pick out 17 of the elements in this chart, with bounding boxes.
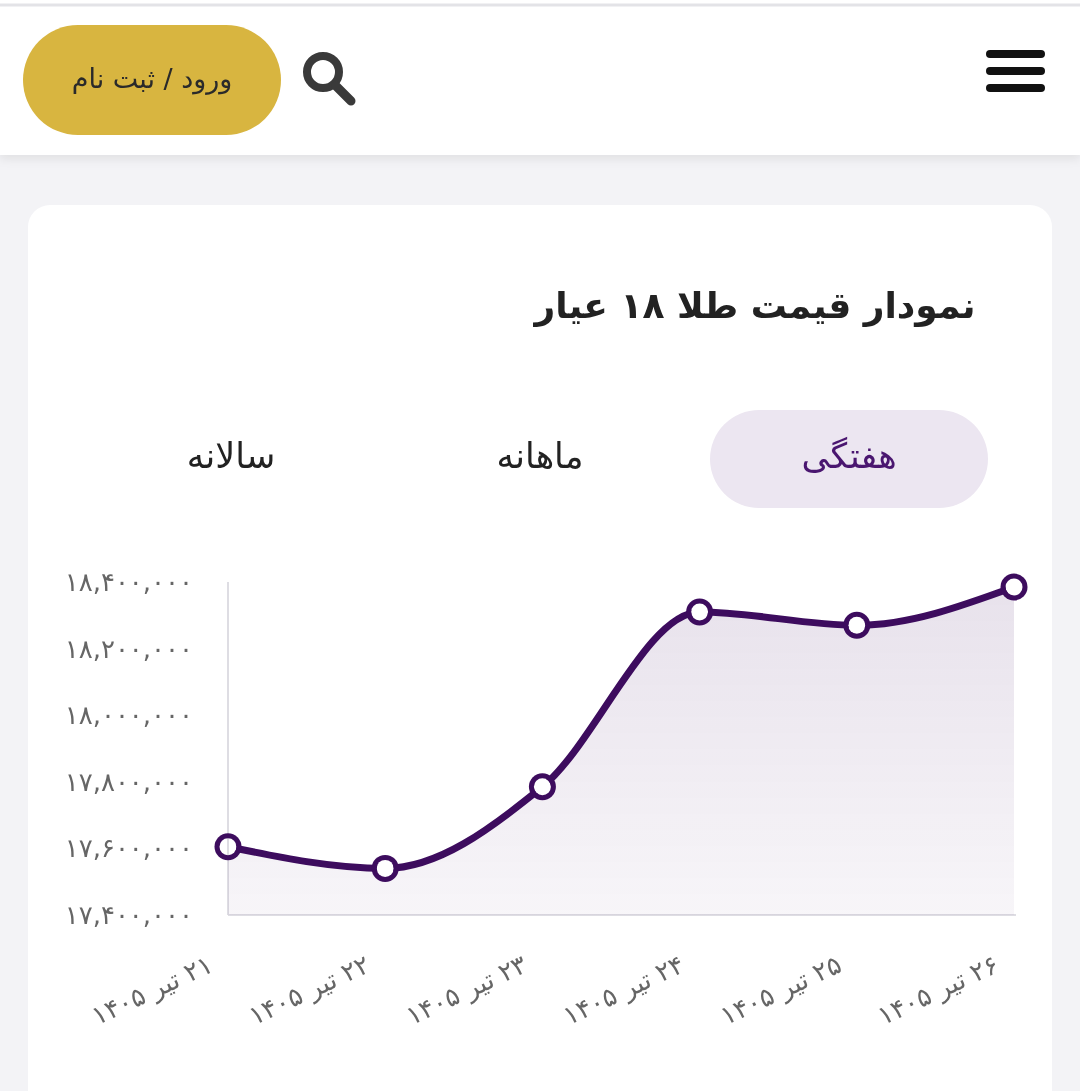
y-tick-label: ۱۷,۶۰۰,۰۰۰ <box>64 833 193 864</box>
x-tick-label: ۲۵ تیر ۱۴۰۵ <box>715 949 846 1031</box>
y-tick-label: ۱۷,۴۰۰,۰۰۰ <box>64 900 193 930</box>
x-tick-label: ۲۶ تیر ۱۴۰۵ <box>872 949 1004 1031</box>
tab-label: هفتگی <box>801 436 897 476</box>
y-tick-label: ۱۸,۴۰۰,۰۰۰ <box>64 567 193 597</box>
x-tick-label: ۲۴ تیر ۱۴۰۵ <box>558 949 689 1031</box>
tab-label: ماهانه <box>496 436 584 476</box>
y-tick-label: ۱۸,۰۰۰,۰۰۰ <box>64 700 193 731</box>
x-tick-label: ۲۳ تیر ۱۴۰۵ <box>401 949 532 1031</box>
tab-label: سالانه <box>186 436 276 476</box>
chart-title: نمودار قیمت طلا ۱۸ عیار <box>534 284 976 326</box>
x-tick-label: ۲۱ تیر ۱۴۰۵ <box>86 949 218 1031</box>
x-tick-label: ۲۲ تیر ۱۴۰۵ <box>244 949 375 1031</box>
login-button-label: ورود / ثبت نام <box>71 62 233 94</box>
y-tick-label: ۱۸,۲۰۰,۰۰۰ <box>64 633 193 664</box>
y-tick-label: ۱۷,۸۰۰,۰۰۰ <box>64 766 193 797</box>
